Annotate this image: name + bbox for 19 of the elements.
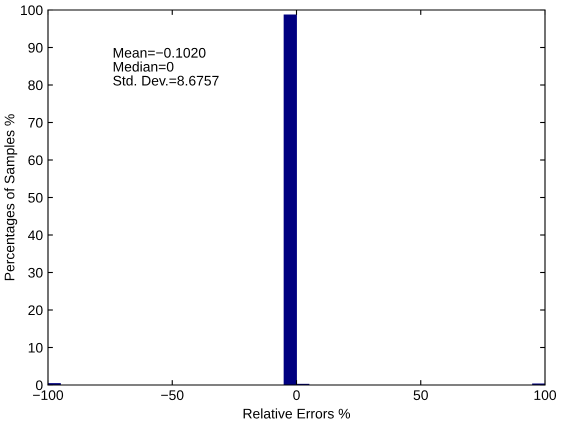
y-tick-label: 60 xyxy=(28,155,43,166)
y-tick-label: 90 xyxy=(28,42,43,53)
y-tick-label: 10 xyxy=(28,342,43,353)
y-tick-label: 30 xyxy=(28,268,43,278)
x-tick-label: 0 xyxy=(293,390,300,400)
y-axis-title: Percentages of Samples % xyxy=(4,114,18,280)
y-tick-label: 100 xyxy=(21,5,43,16)
x-tick-label: −50 xyxy=(161,390,184,400)
y-tick-label: 0 xyxy=(36,380,43,390)
y-tick-label: 20 xyxy=(28,305,43,316)
x-tick-label: 100 xyxy=(534,390,556,400)
y-tick-label: 80 xyxy=(28,80,43,90)
y-tick-label: 40 xyxy=(28,230,43,240)
annotation: Mean=−0.1020 Median=0 Std. Dev.=8.6757 xyxy=(113,48,219,86)
y-tick-label: 50 xyxy=(28,192,43,203)
y-tick-label: 70 xyxy=(28,118,43,128)
x-tick-label: −100 xyxy=(33,390,64,400)
x-axis-title: Relative Errors % xyxy=(244,408,350,419)
x-tick-label: 50 xyxy=(414,390,428,400)
